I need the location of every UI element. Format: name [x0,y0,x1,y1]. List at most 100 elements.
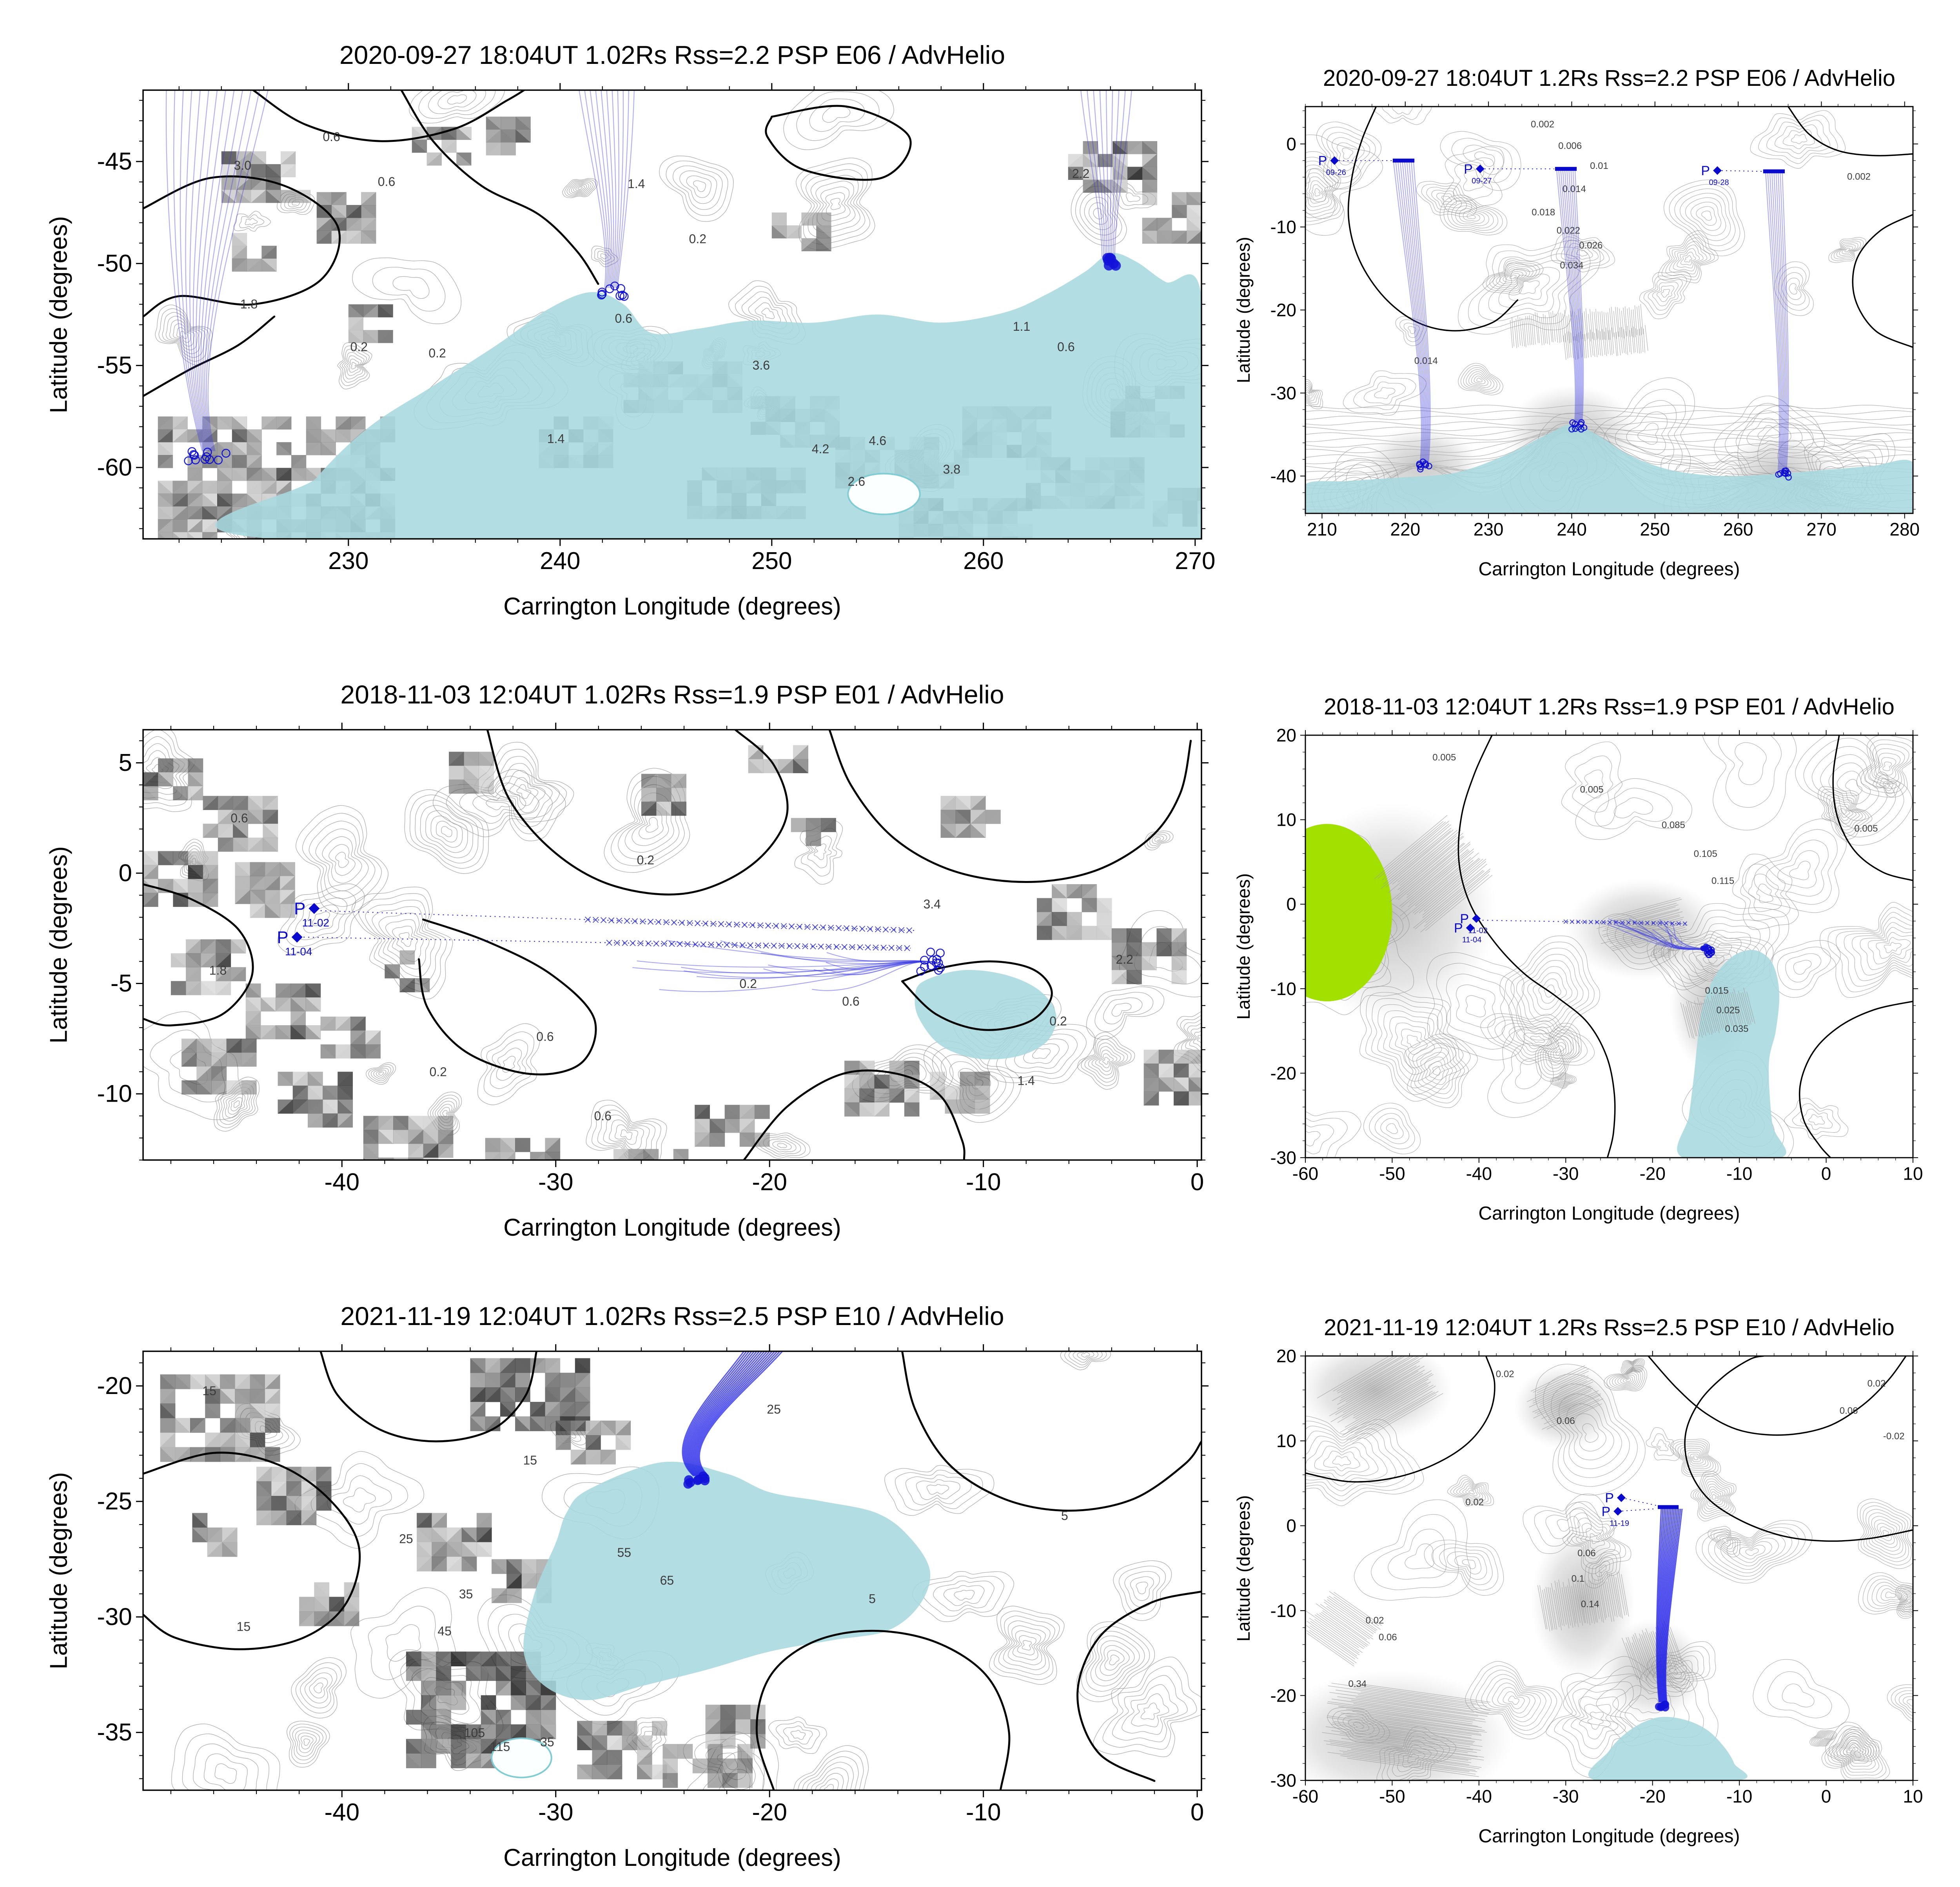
svg-text:1.8: 1.8 [209,963,227,977]
svg-text:3.4: 3.4 [923,897,940,911]
svg-text:-20: -20 [752,1799,787,1826]
svg-text:35: 35 [540,1735,554,1749]
svg-text:0.085: 0.085 [1662,820,1685,830]
svg-text:0.2: 0.2 [637,853,654,867]
svg-text:P: P [1701,163,1710,178]
svg-text:0.025: 0.025 [1716,1005,1740,1015]
svg-text:-30: -30 [1553,1164,1579,1184]
svg-text:-60: -60 [1292,1786,1318,1807]
svg-text:240: 240 [1557,519,1587,540]
svg-text:-20: -20 [1270,1063,1296,1083]
svg-text:0.34: 0.34 [1348,1679,1367,1689]
svg-text:4.2: 4.2 [812,442,829,456]
panel-psp-e10-sourcesurface: 2021-11-19 12:04UT 1.2Rs Rss=2.5 PSP E10… [1233,1315,1923,1847]
x-axis-label: Carrington Longitude (degrees) [1478,1203,1740,1224]
svg-text:0.06: 0.06 [1840,1405,1858,1416]
svg-text:0.005: 0.005 [1854,823,1878,834]
svg-text:0.014: 0.014 [1414,356,1438,366]
svg-text:5: 5 [119,749,132,776]
svg-text:0.06: 0.06 [1379,1632,1397,1643]
panel-title: 2021-11-19 12:04UT 1.2Rs Rss=2.5 PSP E10… [1324,1315,1895,1340]
svg-text:P: P [1454,921,1463,936]
svg-text:0.14: 0.14 [1581,1599,1599,1610]
svg-text:250: 250 [751,547,792,575]
svg-text:0.2: 0.2 [429,1065,446,1079]
svg-text:-60: -60 [97,454,132,481]
svg-text:1.4: 1.4 [547,431,564,446]
svg-text:-60: -60 [1292,1164,1318,1184]
svg-text:-40: -40 [1466,1786,1492,1807]
svg-text:P: P [1464,162,1473,177]
svg-text:4.6: 4.6 [869,434,886,448]
svg-text:-30: -30 [538,1799,573,1826]
panel-psp-e06-sourcesurface: 2020-09-27 18:04UT 1.2Rs Rss=2.2 PSP E06… [1233,65,1920,580]
svg-text:3.8: 3.8 [943,462,960,476]
contour-plot: P11-02P11-040.20.60.61.81.40.20.60.23.42… [97,723,1209,1196]
svg-text:0.026: 0.026 [1579,240,1602,251]
svg-text:55: 55 [617,1546,631,1560]
contour-plot: P11-02P11-040.0050.0850.1050.1150.0150.0… [1270,725,1923,1184]
svg-text:-30: -30 [1270,1770,1296,1791]
svg-text:0: 0 [1286,1515,1296,1536]
svg-text:-10: -10 [966,1169,1001,1196]
svg-text:-40: -40 [324,1799,359,1826]
svg-text:5: 5 [1061,1508,1068,1523]
svg-text:0.6: 0.6 [615,311,632,325]
svg-text:0.006: 0.006 [1558,141,1582,151]
svg-text:1.4: 1.4 [628,177,645,191]
svg-text:10: 10 [1903,1164,1923,1184]
svg-text:-20: -20 [1270,1685,1296,1706]
svg-text:2.6: 2.6 [848,475,865,489]
svg-text:P: P [1460,912,1469,926]
svg-text:0.2: 0.2 [350,340,368,354]
contour-plot: PP11-190.020.020.060.340.060.02-0.020.06… [1270,1346,1923,1807]
svg-text:09-26: 09-26 [1326,169,1346,177]
svg-text:25: 25 [399,1532,413,1546]
svg-text:20: 20 [1276,725,1296,745]
y-axis-label: Latitude (degrees) [1233,1495,1254,1642]
svg-text:-50: -50 [97,250,132,277]
svg-text:P: P [1318,154,1327,169]
svg-text:0.022: 0.022 [1557,225,1580,236]
svg-text:-10: -10 [97,1080,132,1108]
svg-text:-10: -10 [1726,1164,1752,1184]
panel-psp-e06-surface: 2020-09-27 18:04UT 1.02Rs Rss=2.2 PSP E0… [45,40,1216,620]
x-axis-label: Carrington Longitude (degrees) [1478,1826,1740,1847]
svg-text:230: 230 [1474,519,1504,540]
svg-text:0.6: 0.6 [378,175,395,189]
svg-text:0.6: 0.6 [323,130,340,144]
svg-text:10: 10 [1903,1786,1923,1807]
svg-text:3.0: 3.0 [234,158,251,172]
svg-text:115: 115 [490,1740,510,1754]
svg-text:-55: -55 [97,352,132,379]
svg-text:2.2: 2.2 [1116,952,1133,966]
svg-text:35: 35 [459,1587,473,1601]
x-axis-label: Carrington Longitude (degrees) [1478,559,1740,580]
panel-psp-e10-surface: 2021-11-19 12:04UT 1.02Rs Rss=2.5 PSP E1… [45,1302,1209,1871]
svg-text:-25: -25 [97,1488,132,1515]
svg-text:20: 20 [1276,1346,1296,1366]
svg-text:15: 15 [523,1453,537,1467]
x-axis-label: Carrington Longitude (degrees) [503,1844,841,1871]
svg-text:2.2: 2.2 [1072,167,1089,181]
svg-text:0.018: 0.018 [1532,207,1555,218]
y-axis-label: Latitude (degrees) [45,1472,73,1669]
svg-text:0.005: 0.005 [1580,785,1604,795]
svg-text:0.6: 0.6 [536,1030,554,1044]
svg-text:0.02: 0.02 [1496,1369,1514,1379]
svg-text:0.034: 0.034 [1560,260,1583,271]
svg-text:0.02: 0.02 [1465,1497,1484,1508]
svg-text:09-27: 09-27 [1472,177,1492,185]
svg-text:09-28: 09-28 [1709,178,1729,187]
svg-text:210: 210 [1307,519,1337,540]
panel-title: 2018-11-03 12:04UT 1.2Rs Rss=1.9 PSP E01… [1324,694,1895,720]
svg-text:3.6: 3.6 [753,358,770,372]
svg-text:0.1: 0.1 [1572,1573,1584,1584]
svg-text:0.02: 0.02 [1366,1615,1384,1626]
svg-text:0.06: 0.06 [1577,1548,1596,1559]
svg-text:-40: -40 [1466,1164,1492,1184]
panel-psp-e01-surface: 2018-11-03 12:04UT 1.02Rs Rss=1.9 PSP E0… [45,680,1209,1241]
y-axis-label: Latitude (degrees) [1233,873,1254,1020]
svg-text:0.005: 0.005 [1432,752,1456,763]
svg-text:25: 25 [767,1402,781,1416]
